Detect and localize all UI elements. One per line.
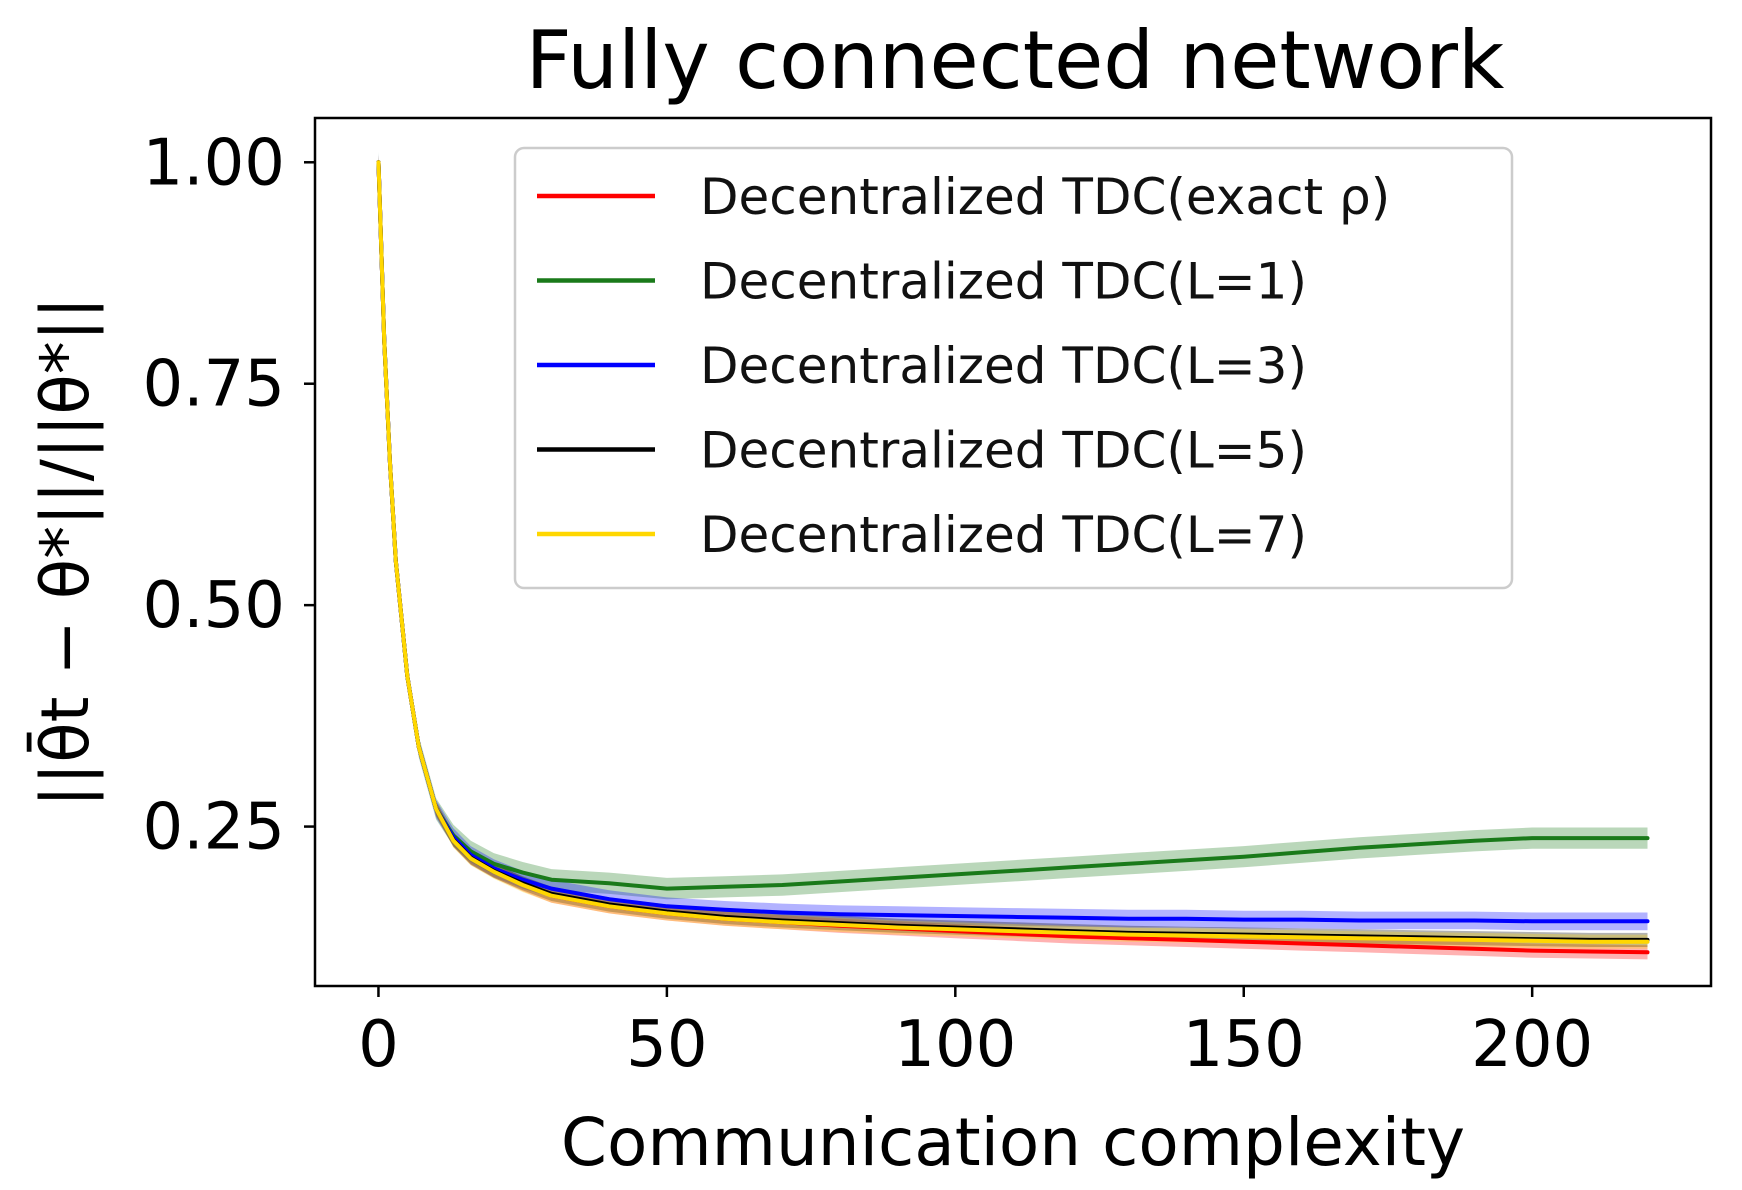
series-5-line [376,160,1650,944]
y-axis: 0.25 0.50 0.75 1.00 [143,126,315,865]
x-tick-label: 100 [894,1008,1016,1082]
x-tick-label: 200 [1471,1008,1593,1082]
legend-entries: Decentralized TDC(exact ρ) Decentralized … [537,168,1390,564]
y-tick-label: 0.75 [143,348,286,422]
y-tick-label: 1.00 [143,126,286,200]
x-tick-label: 50 [626,1008,707,1082]
x-axis: 0 50 100 150 200 [358,986,1593,1082]
legend: Decentralized TDC(exact ρ) Decentralized … [513,146,1514,590]
plot-frame [313,116,1713,988]
legend-label-decentralized-tdc-l-1: Decentralized TDC(L=1) [700,253,1307,311]
legend-label-decentralized-tdc-exact: Decentralized TDC(exact ρ) [700,168,1390,226]
series-lines [376,160,1650,955]
x-axis-label: Communication complexity [561,1104,1465,1181]
y-axis-label: ||θ̄t − θ*||/||θ*|| [27,297,104,807]
legend-label-decentralized-tdc-l-3: Decentralized TDC(L=3) [700,337,1307,395]
y-tick-label: 0.50 [143,569,286,643]
chart-title: Fully connected network [526,14,1505,107]
legend-box [513,146,1514,590]
y-tick-label: 0.25 [143,791,286,865]
legend-label-decentralized-tdc-l-7: Decentralized TDC(L=7) [700,506,1307,564]
legend-label-decentralized-tdc-l-5: Decentralized TDC(L=5) [700,422,1307,480]
x-tick-label: 150 [1183,1008,1305,1082]
x-tick-label: 0 [358,1008,399,1082]
